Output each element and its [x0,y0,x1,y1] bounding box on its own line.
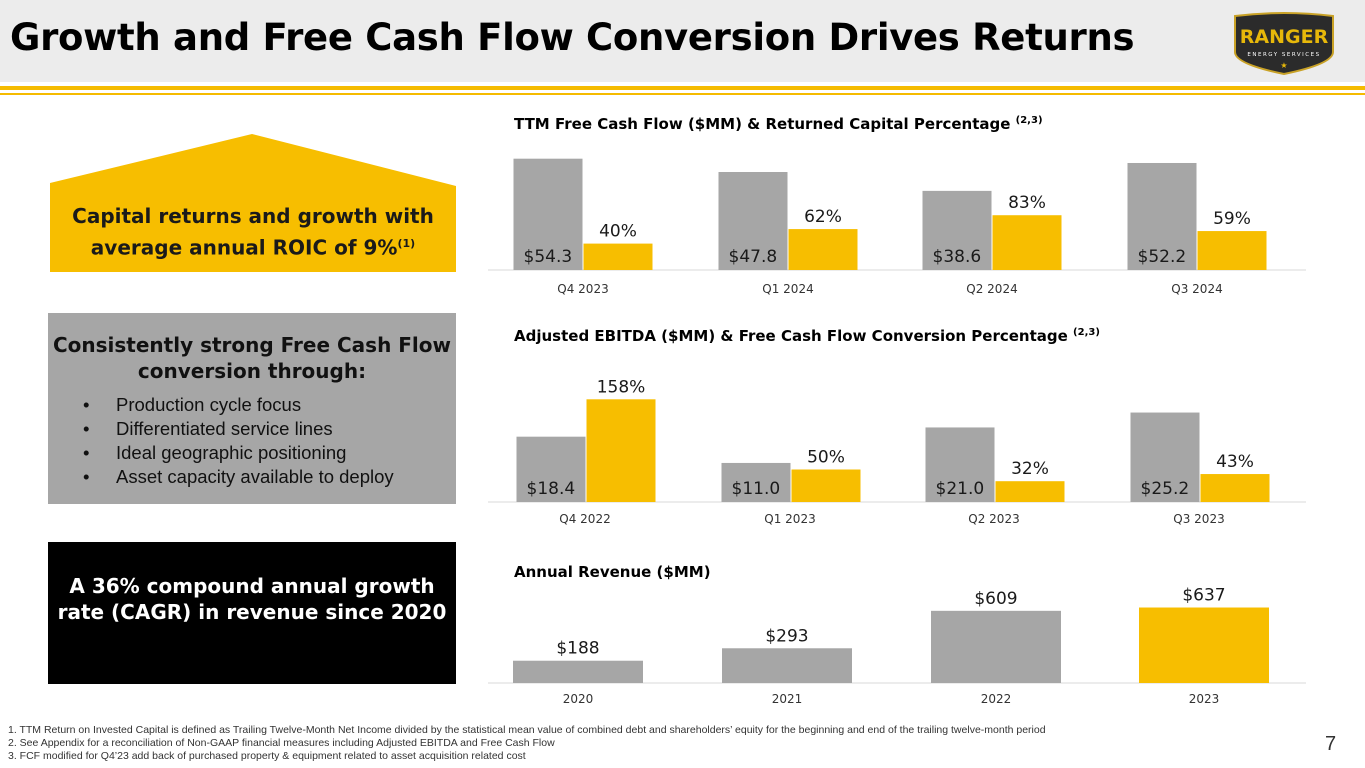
fcf-conversion-panel: Consistently strong Free Cash Flow conve… [48,313,456,504]
chart2-bar [721,462,791,502]
chart3-title: Annual Revenue ($MM) [514,563,711,581]
chart1-data-label: 40% [599,222,637,242]
chart2-tick-label: Q3 2023 [1173,512,1224,526]
chart1-tick-label: Q2 2024 [966,282,1017,296]
chart2-tick-label: Q4 2022 [559,512,610,526]
chart2-bar [791,469,861,502]
chart3-data-label: $293 [765,626,808,646]
chart2-title: Adjusted EBITDA ($MM) & Free Cash Flow C… [514,327,1100,345]
chart1-data-label: 62% [804,207,842,227]
list-item: Ideal geographic positioning [83,441,394,465]
footnote-3: 3. FCF modified for Q4’23 add back of pu… [8,750,526,762]
ranger-logo: RANGER ENERGY SERVICES ★ [1234,12,1334,76]
accent-rule [0,86,1365,90]
list-item: Production cycle focus [83,393,394,417]
chart1-data-label: 59% [1213,209,1251,229]
chart2-data-label: 43% [1216,452,1254,472]
header-bar [0,0,1365,82]
chart1-bar [1127,162,1197,270]
chart2-data-label: $18.4 [527,479,576,499]
chart2-data-label: $21.0 [936,479,985,499]
roic-footnote-ref: (1) [397,237,416,250]
chart3-data-label: $609 [974,589,1017,609]
star-icon: ★ [1280,61,1287,70]
chart3-bar [513,660,643,683]
chart1-bar [583,243,653,270]
chart2-tick-label: Q2 2023 [968,512,1019,526]
chart2-bar [925,427,995,502]
chart2-tick-label: Q1 2023 [764,512,815,526]
chart1-bar [992,215,1062,270]
chart1-tick-label: Q4 2023 [557,282,608,296]
list-item: Differentiated service lines [83,417,394,441]
page-number: 7 [1325,733,1337,755]
chart1-data-label: $38.6 [933,247,982,267]
chart3-tick-label: 2023 [1189,692,1220,706]
chart3-bar [931,610,1061,683]
chart3-tick-label: 2022 [981,692,1012,706]
chart1-data-label: $47.8 [729,247,778,267]
logo-tagline: ENERGY SERVICES [1247,52,1320,58]
chart2-bar [995,481,1065,502]
chart2-bar [1130,412,1200,502]
chart1-data-label: 83% [1008,193,1046,213]
footnote-2: 2. See Appendix for a reconciliation of … [8,737,555,749]
logo-name: RANGER [1240,26,1329,48]
roic-callout: Capital returns and growth with average … [48,133,458,273]
chart1-bar [788,229,858,270]
roic-text: Capital returns and growth with average … [72,204,434,260]
chart1-bar [513,158,583,270]
chart1-title: TTM Free Cash Flow ($MM) & Returned Capi… [514,115,1043,133]
chart2-bar [586,399,656,502]
page-title: Growth and Free Cash Flow Conversion Dri… [10,16,1135,59]
cagr-text: A 36% compound annual growth rate (CAGR)… [57,574,447,624]
roic-house-shape [50,134,456,272]
chart3-bar [722,648,852,683]
fcf-conversion-heading: Consistently strong Free Cash Flow conve… [52,333,452,383]
list-item: Asset capacity available to deploy [83,465,394,489]
chart3-tick-label: 2021 [772,692,803,706]
chart3-tick-label: 2020 [563,692,594,706]
chart1-bar [1197,231,1267,270]
footnote-1: 1. TTM Return on Invested Capital is def… [8,724,1046,736]
accent-rule-thin [0,93,1365,95]
chart3-data-label: $637 [1182,586,1225,606]
fcf-conversion-list: Production cycle focus Differentiated se… [83,393,394,489]
chart2-data-label: 50% [807,448,845,468]
chart1-tick-label: Q1 2024 [762,282,813,296]
chart3-bar [1139,607,1269,683]
chart2-data-label: $25.2 [1141,479,1190,499]
chart2-bar [516,436,586,502]
chart2-data-label: 32% [1011,459,1049,479]
cagr-panel: A 36% compound annual growth rate (CAGR)… [48,542,456,684]
footnotes: 1. TTM Return on Invested Capital is def… [8,724,1046,763]
chart1-tick-label: Q3 2024 [1171,282,1222,296]
chart2-data-label: $11.0 [732,479,781,499]
chart2-bar [1200,474,1270,502]
chart1-data-label: $52.2 [1138,247,1187,267]
chart1-data-label: $54.3 [524,247,573,267]
chart3-data-label: $188 [556,639,599,659]
chart1-bar [922,190,992,270]
chart2-data-label: 158% [597,377,646,397]
chart1-bar [718,172,788,270]
